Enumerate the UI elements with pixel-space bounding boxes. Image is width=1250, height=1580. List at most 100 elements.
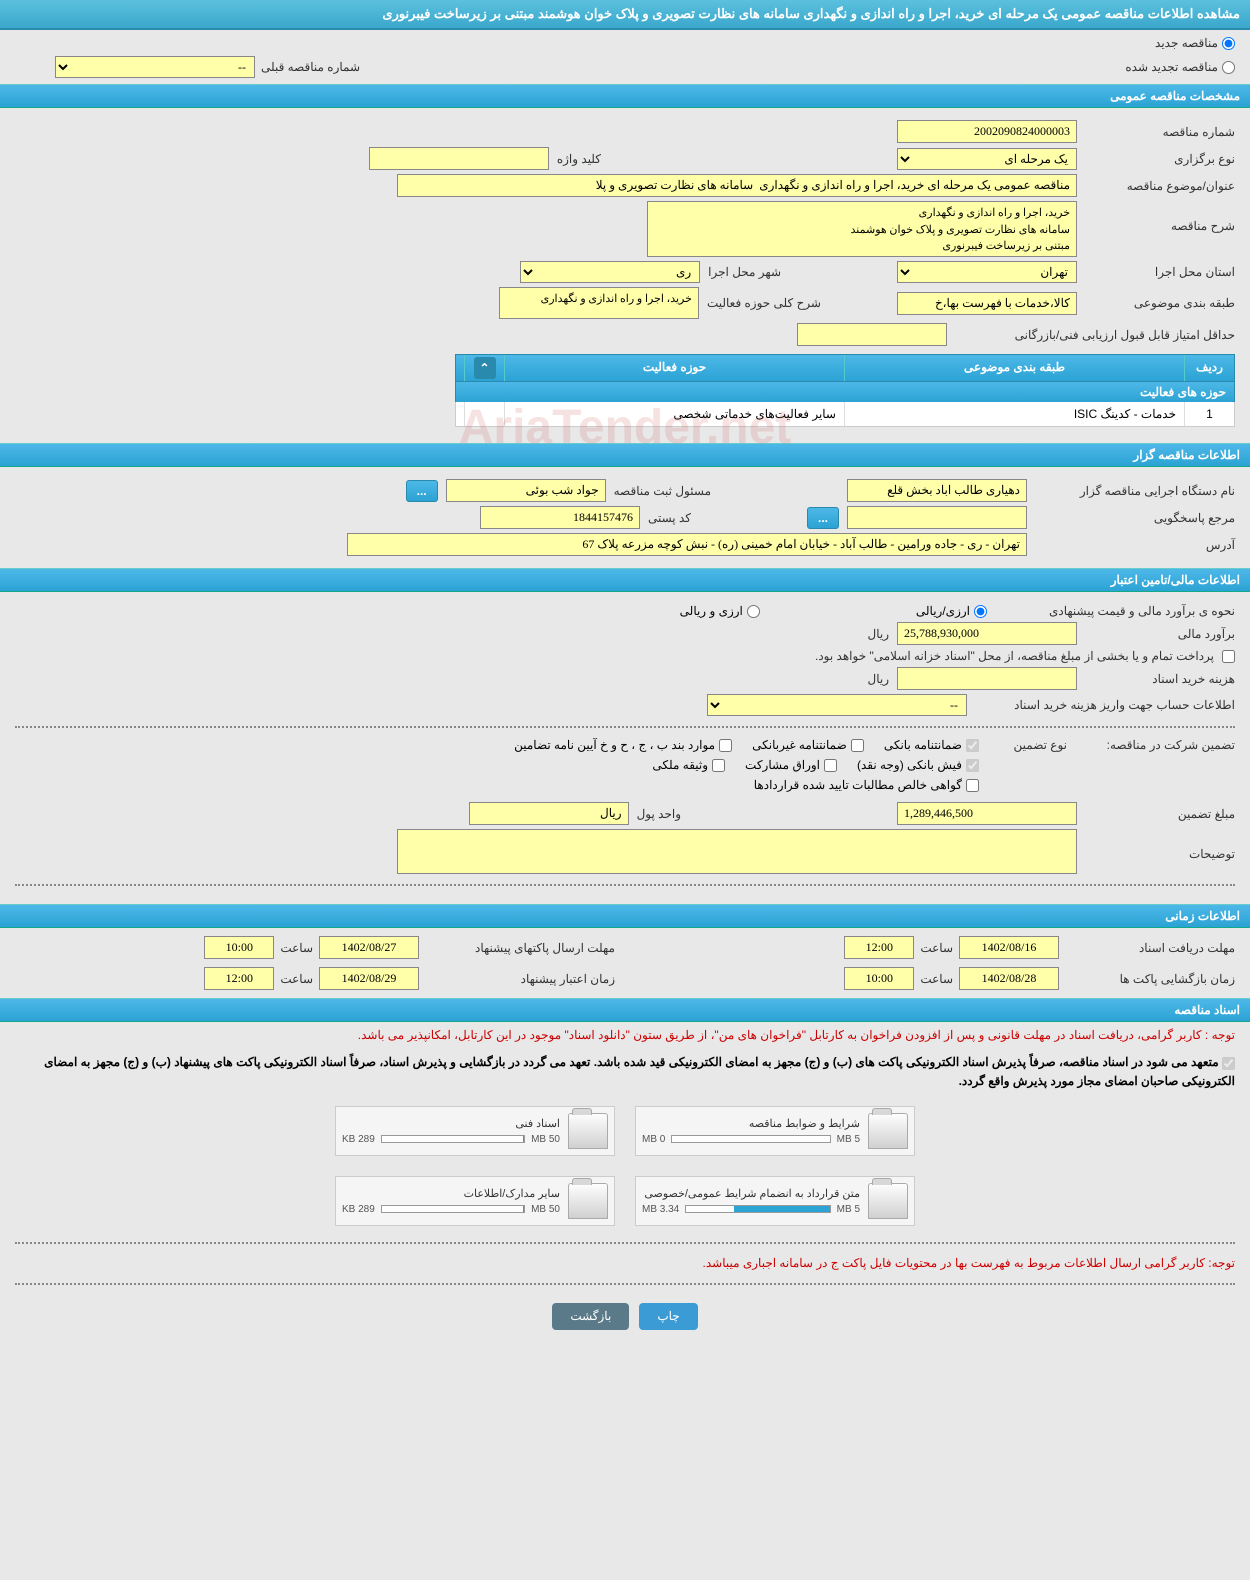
validity-date-input[interactable] bbox=[319, 967, 419, 990]
notice-3: توجه: کاربر گرامی ارسال اطلاعات مربوط به… bbox=[0, 1250, 1250, 1277]
responsible-lookup-button[interactable]: ... bbox=[406, 480, 438, 502]
estimate-method-label: نحوه ی برآورد مالی و قیمت پیشنهادی bbox=[995, 604, 1235, 618]
desc-textarea[interactable]: خرید، اجرا و راه اندازی و نگهداری سامانه… bbox=[647, 201, 1077, 257]
prev-number-label: شماره مناقصه قبلی bbox=[261, 60, 360, 74]
cb-securities-label: اوراق مشارکت bbox=[745, 758, 820, 772]
class-input[interactable] bbox=[897, 292, 1077, 315]
doc-card[interactable]: اسناد فنی 50 MB 289 KB bbox=[335, 1106, 615, 1156]
validity-time-input[interactable] bbox=[204, 967, 274, 990]
min-score-label: حداقل امتیاز قابل قبول ارزیابی فنی/بازرگ… bbox=[955, 328, 1235, 342]
receive-date-input[interactable] bbox=[959, 936, 1059, 959]
radio-new-label: مناقصه جدید bbox=[1155, 36, 1218, 50]
commitment-checkbox[interactable] bbox=[1222, 1057, 1235, 1070]
doc-cost-input[interactable] bbox=[897, 667, 1077, 690]
doc-total: 50 MB bbox=[531, 1134, 560, 1145]
doc-card[interactable]: شرایط و ضوابط مناقصه 5 MB 0 MB bbox=[635, 1106, 915, 1156]
doc-total: 5 MB bbox=[837, 1134, 860, 1145]
back-button[interactable]: بازگشت bbox=[552, 1303, 629, 1330]
subject-input[interactable] bbox=[397, 174, 1077, 197]
doc-cost-label: هزینه خرید اسناد bbox=[1085, 672, 1235, 686]
print-button[interactable]: چاپ bbox=[639, 1303, 697, 1330]
number-input[interactable] bbox=[897, 120, 1077, 143]
org-input[interactable] bbox=[847, 479, 1027, 502]
city-select[interactable]: ری bbox=[520, 261, 700, 283]
prev-number-select[interactable]: -- bbox=[55, 56, 255, 78]
guarantee-amount-input[interactable] bbox=[897, 802, 1077, 825]
cb-bylaw-label: موارد بند ب ، ج ، ح و خ آیین نامه تضامین bbox=[514, 738, 715, 752]
min-score-input[interactable] bbox=[797, 323, 947, 346]
notes-textarea[interactable] bbox=[397, 829, 1077, 874]
ref-label: مرجع پاسخگویی bbox=[1035, 511, 1235, 525]
section-executor-header: اطلاعات مناقصه گزار bbox=[0, 443, 1250, 467]
time-label-2: ساعت bbox=[280, 941, 313, 955]
separator bbox=[15, 1242, 1235, 1244]
type-label: نوع برگزاری bbox=[1085, 152, 1235, 166]
receive-time-input[interactable] bbox=[844, 936, 914, 959]
ref-lookup-button[interactable]: ... bbox=[807, 507, 839, 529]
radio-new-tender[interactable] bbox=[1222, 37, 1235, 50]
doc-used: 289 KB bbox=[342, 1204, 375, 1215]
province-select[interactable]: تهران bbox=[897, 261, 1077, 283]
doc-progress bbox=[381, 1205, 525, 1213]
postal-input[interactable] bbox=[480, 506, 640, 529]
cb-nonbank[interactable] bbox=[851, 739, 864, 752]
open-time-input[interactable] bbox=[844, 967, 914, 990]
keyword-input[interactable] bbox=[369, 147, 549, 170]
notice-2: متعهد می شود در اسناد مناقصه، صرفاً پذیر… bbox=[44, 1055, 1235, 1088]
keyword-label: کلید واژه bbox=[557, 152, 601, 166]
cell-n: 1 bbox=[1184, 402, 1234, 426]
notice-1: توجه : کاربر گرامی، دریافت اسناد در مهلت… bbox=[0, 1022, 1250, 1049]
address-input[interactable] bbox=[347, 533, 1027, 556]
radio-renew-tender[interactable] bbox=[1222, 61, 1235, 74]
radio-curr-both-label: ارزی و ریالی bbox=[680, 604, 743, 618]
send-time-input[interactable] bbox=[204, 936, 274, 959]
radio-curr-both[interactable] bbox=[747, 605, 760, 618]
doc-total: 50 MB bbox=[531, 1204, 560, 1215]
time-label-4: ساعت bbox=[280, 972, 313, 986]
folder-icon bbox=[568, 1113, 608, 1149]
cb-bylaw[interactable] bbox=[719, 739, 732, 752]
type-select[interactable]: یک مرحله ای bbox=[897, 148, 1077, 170]
account-info-label: اطلاعات حساب جهت واریز هزینه خرید اسناد bbox=[975, 698, 1235, 712]
open-date-input[interactable] bbox=[959, 967, 1059, 990]
estimate-input[interactable] bbox=[897, 622, 1077, 645]
doc-total: 5 MB bbox=[837, 1204, 860, 1215]
cb-property[interactable] bbox=[712, 759, 725, 772]
send-deadline-label: مهلت ارسال پاکتهای پیشنهاد bbox=[425, 941, 615, 955]
class-label: طبقه بندی موضوعی bbox=[1085, 296, 1235, 310]
send-date-input[interactable] bbox=[319, 936, 419, 959]
doc-title: سایر مدارک/اطلاعات bbox=[342, 1187, 560, 1200]
cb-claims[interactable] bbox=[966, 779, 979, 792]
doc-card[interactable]: متن قرارداد به انضمام شرایط عمومی/خصوصی … bbox=[635, 1176, 915, 1226]
collapse-icon[interactable]: ⌃ bbox=[474, 357, 496, 379]
cb-securities[interactable] bbox=[824, 759, 837, 772]
cb-bankslip[interactable] bbox=[966, 759, 979, 772]
section-time-header: اطلاعات زمانی bbox=[0, 904, 1250, 928]
ref-input[interactable] bbox=[847, 506, 1027, 529]
cb-bankslip-label: فیش بانکی (وجه نقد) bbox=[857, 758, 962, 772]
cell-class: خدمات - کدینگ ISIC bbox=[844, 402, 1184, 426]
guarantee-label: تضمین شرکت در مناقصه: bbox=[1075, 738, 1235, 752]
treasury-checkbox[interactable] bbox=[1222, 650, 1235, 663]
doc-card[interactable]: سایر مدارک/اطلاعات 50 MB 289 KB bbox=[335, 1176, 615, 1226]
activity-desc-textarea[interactable]: خرید، اجرا و راه اندازی و نگهداری bbox=[499, 287, 699, 319]
cb-bank[interactable] bbox=[966, 739, 979, 752]
cb-property-label: وثیقه ملکی bbox=[652, 758, 708, 772]
section-docs-header: اسناد مناقصه bbox=[0, 998, 1250, 1022]
treasury-note: پرداخت تمام و یا بخشی از مبلغ مناقصه، از… bbox=[815, 649, 1214, 663]
responsible-input[interactable] bbox=[446, 479, 606, 502]
radio-curr-rial[interactable] bbox=[974, 605, 987, 618]
desc-label: شرح مناقصه bbox=[1085, 201, 1235, 233]
postal-label: کد پستی bbox=[648, 511, 691, 525]
cb-claims-label: گواهی خالص مطالبات تایید شده قراردادها bbox=[754, 778, 962, 792]
account-info-select[interactable]: -- bbox=[707, 694, 967, 716]
section-financial-header: اطلاعات مالی/تامین اعتبار bbox=[0, 568, 1250, 592]
doc-cost-unit: ریال bbox=[867, 672, 889, 686]
address-label: آدرس bbox=[1035, 538, 1235, 552]
col-class-header: طبقه بندی موضوعی bbox=[844, 355, 1184, 381]
currency-unit-input[interactable] bbox=[469, 802, 629, 825]
radio-curr-rial-label: ارزی/ریالی bbox=[916, 604, 970, 618]
time-label-1: ساعت bbox=[920, 941, 953, 955]
separator bbox=[15, 884, 1235, 886]
city-label: شهر محل اجرا bbox=[708, 265, 781, 279]
